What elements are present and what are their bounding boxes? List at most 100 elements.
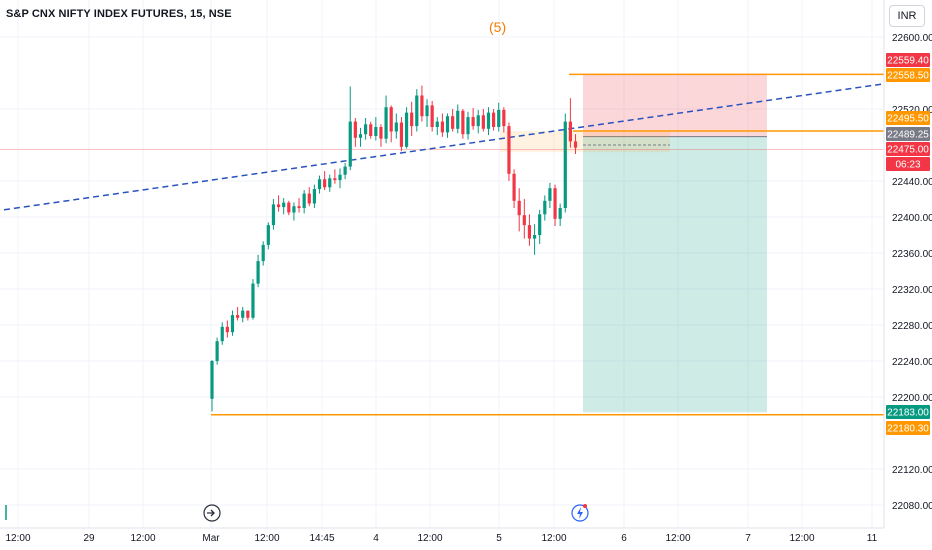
candle-body (292, 206, 296, 213)
candle-body (364, 124, 368, 135)
y-tick-label: 22240.00 (892, 357, 932, 368)
candle-body (353, 121, 357, 138)
candle-body (251, 283, 255, 318)
candle-body (517, 200, 521, 216)
y-tick-label: 22280.00 (892, 321, 932, 332)
candle-body (394, 122, 398, 132)
candle-body (317, 179, 322, 190)
x-tick-label: Mar (202, 533, 220, 544)
lightning-icon[interactable] (571, 504, 589, 522)
x-tick-label: 12:00 (254, 533, 279, 544)
y-tick-label: 22080.00 (892, 501, 932, 512)
lightning-icon-dot (583, 504, 587, 508)
candle-body (379, 127, 383, 139)
price-tag (886, 68, 930, 82)
x-tick-label: 12:00 (665, 533, 690, 544)
candle-body (497, 109, 501, 127)
dashed-trendline (3, 83, 885, 211)
x-tick-label: 12:00 (541, 533, 566, 544)
candle-body (461, 110, 465, 135)
chart-icons[interactable] (5, 504, 589, 522)
candle-body (220, 326, 224, 342)
candle-body (246, 310, 250, 318)
price-tag-label: 22495.50 (887, 114, 929, 125)
lightning-icon-bolt (577, 507, 583, 519)
price-tags: 22559.40 22558.50 22495.50 22489.25 22475.00… (886, 53, 930, 435)
candle-body (445, 116, 450, 133)
candle-body (538, 214, 542, 235)
chart-grid (0, 0, 884, 528)
candle-body (358, 134, 363, 138)
candle-body (420, 95, 424, 117)
candle-body (435, 121, 439, 127)
y-tick-label: 22200.00 (892, 393, 932, 404)
price-tag-label: 22475.00 (887, 145, 929, 156)
price-tag (886, 142, 930, 156)
candle-body (312, 189, 316, 204)
candle-body (271, 204, 276, 226)
price-tag-label: 22183.00 (887, 408, 929, 419)
x-tick-label: 11 (867, 533, 878, 544)
candle-body (241, 310, 245, 318)
candle-body (522, 215, 526, 226)
candle-body (507, 126, 511, 174)
candle-body (338, 174, 342, 181)
y-tick-label: 22440.00 (892, 177, 932, 188)
candle-body (210, 361, 214, 399)
y-tick-label: 22360.00 (892, 249, 932, 260)
y-tick-label: 22120.00 (892, 465, 932, 476)
candles (210, 85, 578, 412)
candle-body (307, 193, 311, 204)
symbol-title: S&P CNX NIFTY INDEX FUTURES, 15, NSE (6, 8, 232, 20)
candle-body (466, 117, 470, 135)
candle-body (297, 206, 301, 208)
x-tick-label: 12:00 (789, 533, 814, 544)
trendline[interactable] (3, 83, 885, 211)
candle-body (527, 225, 532, 239)
candle-body (333, 178, 337, 181)
candle-body (410, 112, 414, 127)
take-profit-zone (583, 136, 767, 413)
candle-body (369, 124, 373, 136)
currency-button[interactable]: INR (889, 5, 925, 27)
candle-body (287, 202, 291, 213)
x-tick-label: 12:00 (417, 533, 442, 544)
candle-body (492, 112, 496, 127)
candle-body (558, 208, 562, 219)
stop-loss-zone (583, 73, 767, 137)
x-tick-label: 14:45 (309, 533, 334, 544)
candle-body (476, 115, 480, 127)
x-tick-label: 7 (745, 533, 751, 544)
price-tag (886, 157, 930, 171)
candle-body (328, 178, 332, 188)
price-tag (886, 421, 930, 435)
candle-body (266, 225, 270, 245)
price-tag-label: 22489.25 (887, 130, 929, 141)
x-tick-label: 12:00 (5, 533, 30, 544)
y-tick-label: 22520.00 (892, 105, 932, 116)
price-tag-label: 22558.50 (887, 71, 929, 82)
candle-body (261, 244, 265, 262)
price-tag (886, 405, 930, 419)
price-tag-label: 22559.40 (887, 56, 929, 67)
candle-body (502, 109, 506, 127)
price-tag (886, 127, 930, 141)
candle-body (532, 235, 537, 239)
candle-body (389, 107, 393, 132)
candle-body (374, 127, 378, 136)
y-tick-label: 22600.00 (892, 33, 932, 44)
candle-body (276, 204, 281, 208)
x-tick-label: 4 (373, 533, 379, 544)
replay-icon[interactable] (203, 504, 221, 522)
candle-body (568, 121, 572, 142)
candle-body (440, 121, 444, 133)
price-tag (886, 111, 930, 125)
x-tick-label: 12:00 (130, 533, 155, 544)
candle-body (415, 95, 419, 127)
candle-body (323, 179, 327, 188)
position-zones (500, 73, 767, 413)
x-tick-label: 6 (621, 533, 627, 544)
candle-body (230, 315, 235, 333)
candle-body (481, 115, 485, 129)
